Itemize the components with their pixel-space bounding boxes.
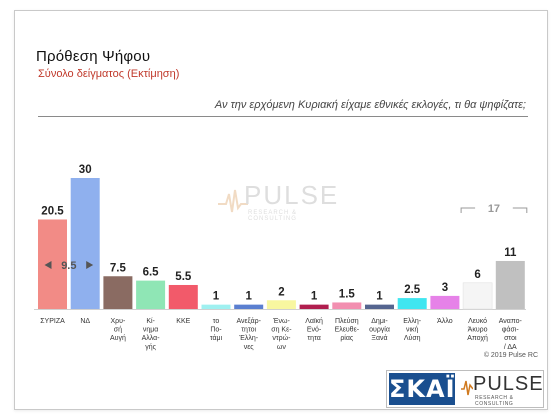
category-tick-label: στοι [504, 335, 517, 342]
brand-footer: ΣΚΑΪ PULSE RESEARCH & CONSULTING [386, 370, 544, 408]
category-tick-label: / ΔΑ [504, 344, 517, 351]
watermark-word: PULSE [244, 180, 340, 210]
category-tick-label: ντρώ- [272, 334, 291, 342]
category-tick-label: νημα [143, 327, 158, 334]
category-tick-label: τάμι [210, 334, 223, 342]
bar-value-label: 1 [376, 291, 383, 303]
bar [201, 304, 231, 309]
category-tick-label: Πλεύση [335, 317, 359, 325]
category-tick-label: Χρυ- [110, 318, 125, 325]
bar-value-label: 6 [474, 269, 480, 281]
pulse-logo-wave-icon [461, 380, 473, 396]
skai-logo: ΣΚΑΪ [389, 373, 456, 405]
bar [397, 298, 427, 309]
bar [168, 284, 198, 309]
category-tick-label: Αποχή [467, 335, 488, 342]
category-tick-label: Ενό- [307, 326, 322, 334]
bar-value-label: 11 [504, 247, 517, 259]
category-tick-label: Λαϊκή [305, 318, 323, 325]
pulse-wave-icon [218, 189, 248, 213]
bar-value-label: 2 [278, 286, 284, 298]
category-tick-label: Έλλη- [238, 335, 258, 342]
bar [332, 302, 362, 309]
category-tick-label: Ξανά [371, 334, 387, 342]
gap-arrow-left-icon [44, 261, 52, 269]
category-tick-label: Δημι- [371, 318, 388, 325]
copyright-note: © 2019 Pulse RC [483, 352, 538, 359]
bar [495, 260, 525, 309]
bar [430, 295, 460, 309]
bar [234, 304, 264, 309]
watermark-tagline: RESEARCH & CONSULTING [248, 210, 298, 222]
pulse-logo-tagline: RESEARCH & CONSULTING [475, 395, 514, 407]
gap-arrow-right-icon [86, 261, 94, 269]
bracket-annotation-label: 17 [488, 203, 500, 215]
category-tick-label: φάσι- [502, 326, 519, 334]
category-tick-label: το [213, 318, 220, 325]
category-tick-label: Αυγή [110, 335, 126, 342]
bar-value-label: 1.5 [339, 288, 356, 300]
category-tick-label: ουργία [369, 326, 390, 334]
bar [299, 304, 329, 309]
category-tick-label: Αναπο- [499, 318, 523, 325]
category-tick-label: Άκυρο [468, 327, 488, 334]
bar [136, 280, 166, 309]
survey-question: Αν την ερχόμενη Κυριακή είχαμε εθνικές ε… [214, 99, 526, 111]
question-underline [38, 116, 528, 117]
bracket-right [512, 207, 528, 213]
bar [103, 276, 133, 309]
chart-title: Πρόθεση Ψήφου [36, 48, 151, 65]
category-tick-label: Λύση [404, 334, 421, 342]
category-tick-label: Κί- [146, 317, 155, 325]
gap-annotation-label: 9.5 [61, 260, 76, 272]
category-tick-label: νες [244, 344, 255, 351]
category-tick-label: γής [145, 344, 156, 351]
category-tick-label: νική [406, 327, 419, 334]
bar-value-label: 20.5 [41, 205, 64, 217]
category-tick-label: Άλλο [437, 318, 453, 325]
bar [266, 300, 296, 309]
bar [70, 178, 100, 309]
category-tick-label: Ένω- [272, 318, 290, 325]
category-tick-label: σή [114, 327, 122, 334]
category-tick-label: ση Κε- [271, 327, 292, 334]
bar-value-label: 7.5 [110, 262, 127, 274]
category-tick-label: Λευκό [468, 317, 487, 325]
bar-value-label: 1 [213, 291, 220, 303]
bar-value-label: 1 [245, 291, 252, 303]
category-tick-label: ρίας [340, 334, 354, 342]
pulse-logo: PULSE RESEARCH & CONSULTING [461, 373, 544, 407]
category-tick-label: Ελλη- [403, 318, 422, 325]
pulse-watermark: PULSE RESEARCH & CONSULTING [218, 180, 348, 224]
category-tick-label: ΝΔ [80, 318, 90, 325]
category-tick-label: ΣΥΡΙΖΑ [40, 318, 65, 325]
category-tick-label: Ελευθε- [335, 327, 360, 334]
bar-value-label: 6.5 [143, 267, 160, 279]
category-tick-label: ων [277, 344, 286, 351]
category-tick-label: Ανεξάρ- [236, 317, 261, 325]
category-tick-label: Αλλα- [142, 335, 161, 342]
bar-value-label: 3 [442, 282, 448, 294]
chart-frame [14, 10, 548, 410]
bar [365, 304, 394, 309]
category-tick-label: τητα [307, 335, 320, 342]
pulse-logo-word: PULSE [473, 373, 544, 395]
bar-value-label: 30 [79, 164, 92, 176]
bracket-left [460, 207, 476, 213]
bar [38, 219, 67, 309]
chart-subtitle: Σύνολο δείγματος (Εκτίμηση) [38, 68, 180, 80]
category-tick-label: τητοι [241, 327, 256, 334]
category-tick-label: Πο- [210, 327, 222, 334]
bar-value-label: 5.5 [175, 271, 192, 283]
bar [462, 282, 493, 310]
bar-value-label: 2.5 [404, 284, 421, 296]
category-tick-label: ΚΚΕ [176, 318, 190, 325]
bar-value-label: 1 [311, 291, 318, 303]
